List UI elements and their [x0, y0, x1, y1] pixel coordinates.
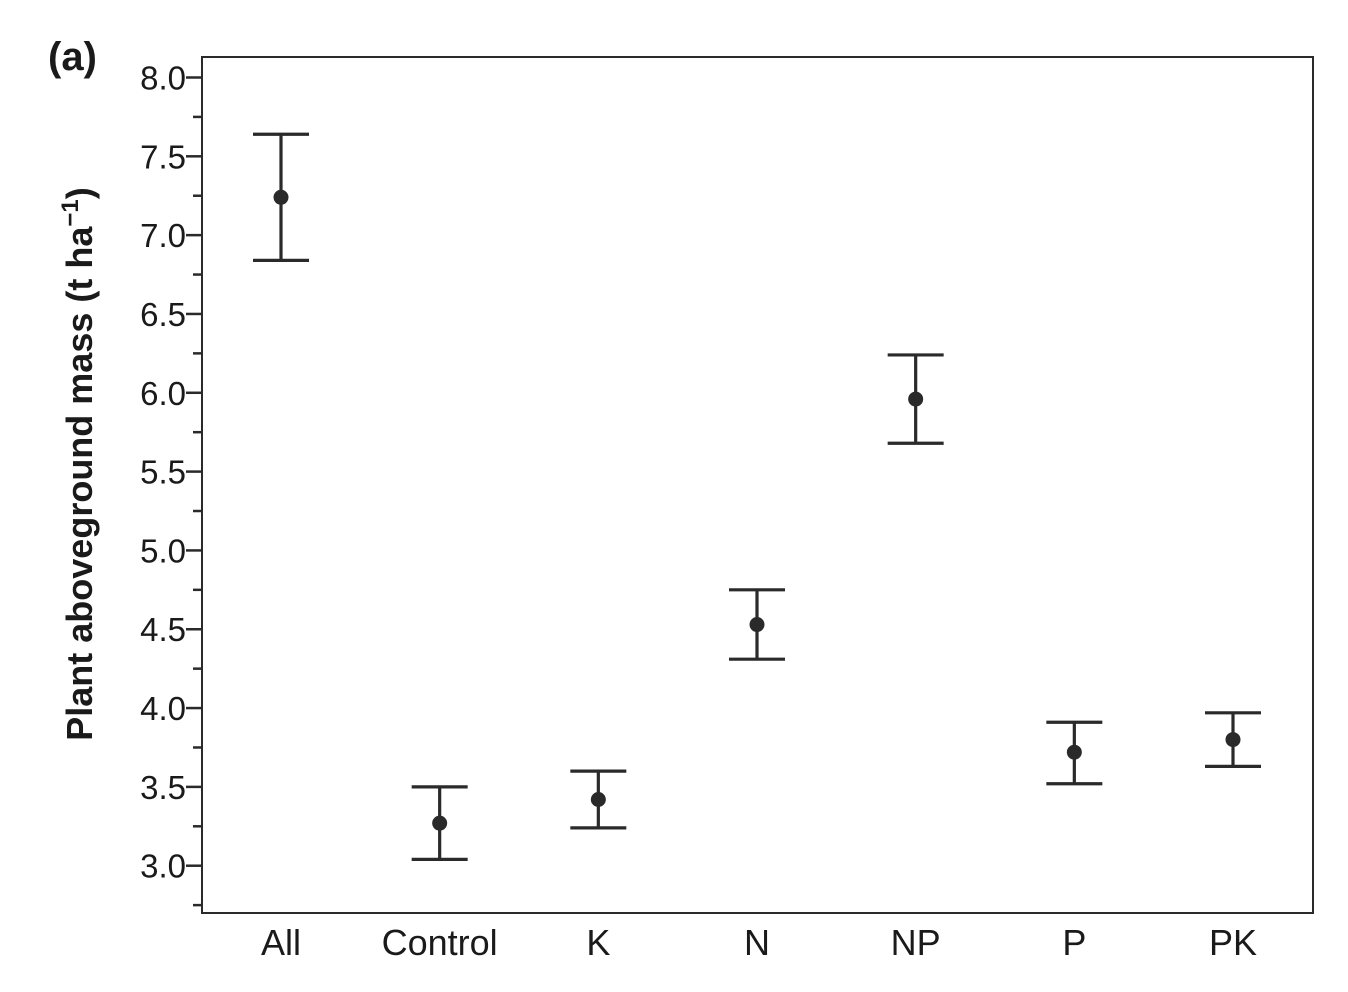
mean-point-pk — [1225, 732, 1241, 748]
x-tick-label: All — [261, 922, 301, 963]
x-axis: All Control K N NP P PK — [261, 922, 1257, 963]
error-bar-pk — [1205, 711, 1261, 768]
y-tick-label: 4.0 — [140, 690, 186, 727]
x-tick-label: NP — [891, 922, 941, 963]
error-bar-control — [411, 785, 468, 862]
error-bar-k — [570, 769, 627, 830]
error-bar-np — [887, 353, 944, 445]
panel-label: (a) — [48, 35, 97, 79]
error-bar-n — [729, 588, 785, 661]
y-tick-label: 8.0 — [140, 59, 186, 96]
mean-point-all — [273, 189, 289, 205]
y-axis-label-main: Plant aboveground mass (t ha — [59, 226, 100, 741]
x-tick-label: Control — [382, 922, 498, 963]
plot-area — [253, 132, 1261, 862]
mean-point-n — [749, 617, 765, 633]
y-axis: 3.0 3.5 4.0 4.5 5.0 5.5 6.0 6.5 7.0 7.5 8.0 — [140, 59, 202, 907]
x-tick-label: N — [744, 922, 770, 963]
x-tick-label: P — [1062, 922, 1086, 963]
y-tick-label: 7.0 — [140, 217, 186, 254]
error-bar-all — [253, 132, 309, 262]
y-axis-label: Plant aboveground mass (t ha−1) — [57, 187, 100, 740]
y-tick-label: 3.0 — [140, 848, 186, 885]
mean-point-p — [1066, 744, 1082, 760]
y-tick-label: 5.5 — [140, 454, 186, 491]
mean-point-np — [908, 391, 924, 407]
plot-frame — [201, 56, 1314, 914]
x-tick-label: K — [586, 922, 610, 963]
mean-point-k — [590, 791, 606, 807]
y-tick-label: 7.5 — [140, 138, 186, 175]
y-axis-label-superscript: −1 — [57, 199, 84, 226]
error-bar-p — [1046, 720, 1103, 786]
y-tick-label: 3.5 — [140, 769, 186, 806]
mean-point-control — [432, 815, 448, 831]
y-tick-label: 6.5 — [140, 296, 186, 333]
y-tick-label: 6.0 — [140, 375, 186, 412]
y-tick-label: 4.5 — [140, 611, 186, 648]
y-axis-label-end: ) — [59, 187, 100, 199]
x-tick-label: PK — [1209, 922, 1257, 963]
y-tick-label: 5.0 — [140, 532, 186, 569]
